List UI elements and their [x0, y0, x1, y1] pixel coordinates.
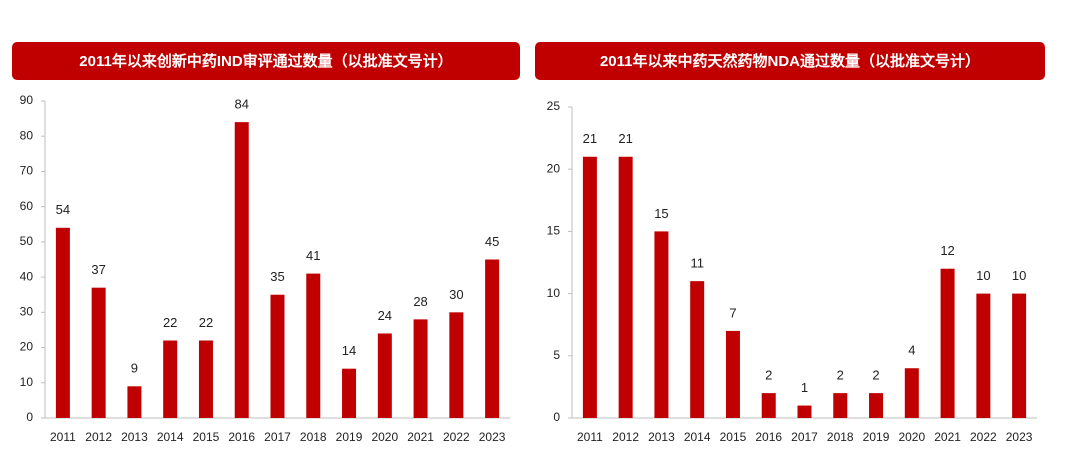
y-tick-label: 80 — [20, 128, 34, 142]
bar — [55, 227, 70, 418]
data-label: 2 — [765, 368, 772, 383]
data-label: 54 — [56, 202, 70, 217]
data-label: 28 — [413, 294, 427, 309]
x-tick-label: 2015 — [193, 430, 220, 444]
x-tick-label: 2023 — [479, 430, 506, 444]
y-tick-label: 15 — [547, 224, 561, 238]
x-tick-label: 2020 — [371, 430, 398, 444]
x-tick-label: 2014 — [157, 430, 184, 444]
data-label: 9 — [131, 361, 138, 376]
x-tick-label: 2012 — [612, 430, 639, 444]
bar — [654, 231, 669, 418]
x-tick-label: 2021 — [407, 430, 434, 444]
bar — [449, 312, 464, 418]
data-label: 37 — [91, 262, 105, 277]
bar — [904, 368, 919, 418]
data-label: 2 — [872, 368, 879, 383]
title-bar — [12, 42, 520, 80]
x-tick-label: 2011 — [577, 430, 603, 444]
bar — [198, 340, 213, 418]
bar — [234, 122, 249, 418]
x-tick-label: 2022 — [443, 430, 470, 444]
bar — [377, 333, 392, 418]
bar — [270, 294, 285, 418]
bar — [1012, 293, 1027, 418]
x-tick-label: 2023 — [1006, 430, 1033, 444]
data-label: 41 — [306, 248, 320, 263]
bar — [127, 386, 142, 418]
x-tick-label: 2014 — [684, 430, 711, 444]
data-label: 21 — [583, 131, 597, 146]
y-tick-label: 10 — [547, 286, 561, 300]
y-tick-label: 50 — [20, 234, 34, 248]
data-label: 21 — [618, 131, 632, 146]
y-tick-label: 0 — [553, 410, 560, 424]
bar — [690, 281, 705, 418]
y-tick-label: 70 — [20, 164, 34, 178]
x-tick-label: 2022 — [970, 430, 997, 444]
data-label: 35 — [270, 269, 284, 284]
x-tick-label: 2013 — [648, 430, 675, 444]
y-tick-label: 20 — [547, 161, 561, 175]
x-tick-label: 2016 — [755, 430, 782, 444]
x-tick-label: 2018 — [300, 430, 327, 444]
bar — [582, 156, 597, 418]
x-tick-label: 2017 — [791, 430, 818, 444]
data-label: 1 — [801, 380, 808, 395]
y-tick-label: 5 — [553, 348, 560, 362]
data-label: 84 — [234, 97, 248, 112]
bar — [342, 368, 357, 418]
data-label: 10 — [976, 268, 990, 283]
data-label: 14 — [342, 343, 356, 358]
x-tick-label: 2017 — [264, 430, 291, 444]
data-label: 45 — [485, 234, 499, 249]
y-tick-label: 10 — [20, 375, 34, 389]
bar — [163, 340, 178, 418]
data-label: 12 — [940, 243, 954, 258]
x-tick-label: 2018 — [827, 430, 854, 444]
data-label: 4 — [908, 343, 915, 358]
data-label: 22 — [163, 315, 177, 330]
data-label: 11 — [690, 256, 704, 271]
x-tick-label: 2011 — [50, 430, 76, 444]
bar — [797, 405, 812, 418]
y-tick-label: 90 — [20, 93, 34, 107]
data-label: 24 — [378, 308, 392, 323]
x-tick-label: 2019 — [336, 430, 363, 444]
data-label: 15 — [654, 206, 668, 221]
title-bar — [535, 42, 1045, 80]
y-tick-label: 60 — [20, 199, 34, 213]
data-label: 10 — [1012, 268, 1026, 283]
bar — [306, 273, 321, 418]
y-tick-label: 25 — [547, 99, 561, 113]
x-tick-label: 2019 — [863, 430, 890, 444]
bar — [618, 156, 633, 418]
x-tick-label: 2013 — [121, 430, 148, 444]
bar — [761, 393, 776, 418]
y-tick-label: 0 — [26, 410, 33, 424]
data-label: 22 — [199, 315, 213, 330]
bar — [833, 393, 848, 418]
bar — [869, 393, 884, 418]
data-label: 30 — [449, 287, 463, 302]
y-tick-label: 40 — [20, 269, 34, 283]
bar — [91, 287, 106, 418]
y-tick-label: 30 — [20, 305, 34, 319]
x-tick-label: 2015 — [720, 430, 747, 444]
bar — [725, 330, 740, 418]
x-tick-label: 2021 — [934, 430, 961, 444]
bar — [976, 293, 991, 418]
x-tick-label: 2016 — [228, 430, 255, 444]
y-tick-label: 20 — [20, 340, 34, 354]
chart-title: 2011年以来创新中药IND审评通过数量（以批准文号计） — [79, 52, 452, 70]
bar — [413, 319, 428, 418]
bar — [940, 268, 955, 418]
data-label: 7 — [729, 305, 736, 320]
chart-title: 2011年以来中药天然药物NDA通过数量（以批准文号计） — [600, 52, 980, 70]
data-label: 2 — [837, 368, 844, 383]
x-tick-label: 2020 — [898, 430, 925, 444]
x-tick-label: 2012 — [85, 430, 112, 444]
bar — [485, 259, 500, 418]
